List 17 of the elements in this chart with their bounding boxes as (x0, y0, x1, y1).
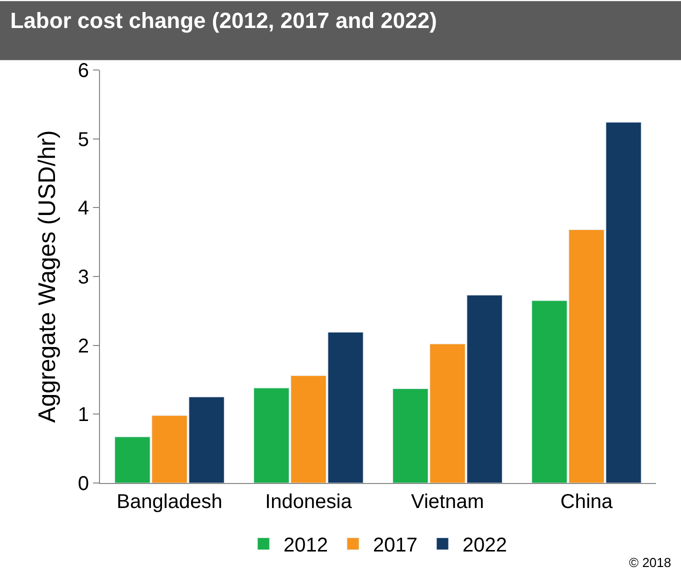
legend-label: 2022 (462, 534, 507, 557)
x-tick-label: China (560, 491, 614, 513)
y-tick-label: 4 (78, 198, 89, 220)
y-tick-label: 5 (78, 128, 89, 151)
legend-label: 2017 (373, 534, 418, 557)
y-tick-label: 1 (78, 404, 89, 426)
y-tick-label: 0 (78, 473, 89, 495)
y-tick-label: 6 (78, 60, 89, 82)
x-tick-label: Vietnam (410, 491, 484, 513)
y-axis-title: Aggregate Wages (USD/hr) (34, 130, 61, 423)
y-tick-label: 2 (78, 335, 89, 358)
x-tick-label: Bangladesh (116, 491, 222, 513)
y-tick-label: 3 (78, 266, 89, 288)
text: © 2018 (629, 555, 672, 570)
x-tick-label: Indonesia (265, 491, 353, 513)
chart-title: Labor cost change (2012, 2017 and 2022) (10, 8, 437, 33)
legend-label: 2012 (284, 534, 328, 557)
